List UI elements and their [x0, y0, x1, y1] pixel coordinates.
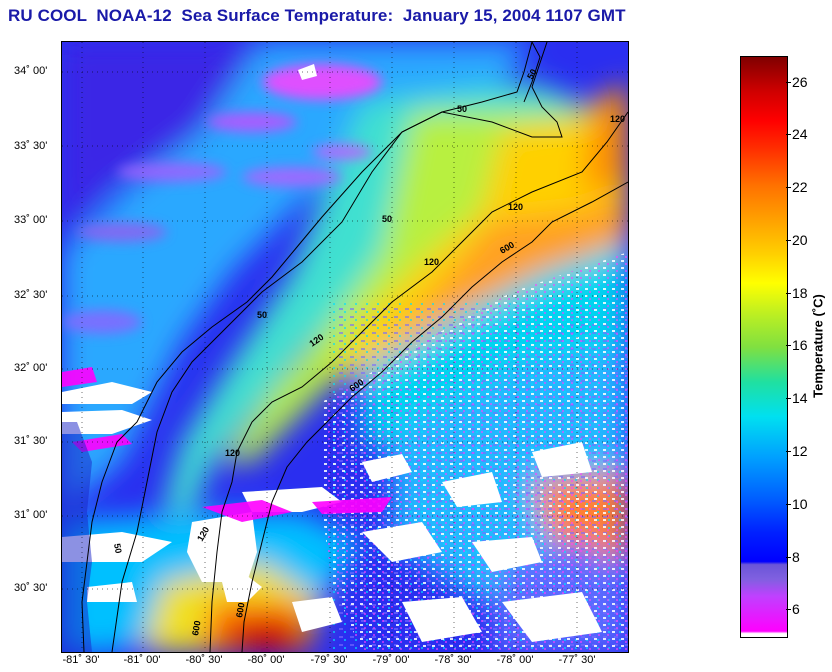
lat-tick-label: 32˚ 00' — [14, 362, 48, 374]
lat-tick-label: 32˚ 30' — [14, 289, 48, 301]
contour-label: 50 — [457, 104, 467, 114]
colorbar-tickmark — [786, 293, 791, 294]
colorbar-tickmark — [786, 240, 791, 241]
colorbar-tickmark — [786, 187, 791, 188]
lat-tick-label: 31˚ 30' — [14, 435, 48, 447]
isobath-contours — [111, 42, 628, 652]
lat-tick-label: 31˚ 00' — [14, 509, 48, 521]
lat-tick-label: 33˚ 30' — [14, 140, 48, 152]
isobath-50m — [111, 42, 563, 652]
lat-tick-label: 30˚ 30' — [14, 582, 48, 594]
colorbar-tick-label: 8 — [792, 549, 800, 565]
coastline — [81, 42, 533, 652]
contour-label: 120 — [508, 202, 523, 212]
contour-label: 120 — [610, 114, 625, 124]
colorbar-tickmark — [786, 345, 791, 346]
cloud-mask — [62, 64, 602, 642]
contour-label: 120 — [424, 257, 439, 267]
contour-label: 50 — [382, 214, 392, 224]
contour-label: 50 — [525, 67, 539, 81]
colorbar-tickmark — [786, 504, 791, 505]
lon-tick-label: -81˚ 30' — [62, 654, 100, 666]
colorbar-tick-label: 24 — [792, 126, 808, 142]
lon-tick-label: -80˚ 30' — [185, 654, 223, 666]
lon-tick-label: -79˚ 00' — [372, 654, 410, 666]
colorbar-tick-label: 20 — [792, 232, 808, 248]
lat-tick-label: 33˚ 00' — [14, 214, 48, 226]
lon-tick-label: -77˚ 30' — [558, 654, 596, 666]
colorbar-tick-label: 12 — [792, 443, 808, 459]
sst-map: 50 50 50 50 50 120 120 120 120 120 120 6… — [61, 41, 629, 653]
colorbar-tickmark — [786, 609, 791, 610]
lon-tick-label: -78˚ 30' — [434, 654, 472, 666]
colorbar-tick-label: 16 — [792, 337, 808, 353]
contour-label: 600 — [190, 620, 202, 637]
colorbar-tickmark — [786, 451, 791, 452]
contour-label: 50 — [257, 310, 267, 320]
colorbar-tick-label: 22 — [792, 179, 808, 195]
map-title: RU COOL NOAA-12 Sea Surface Temperature:… — [8, 6, 626, 25]
colorbar-tick-label: 18 — [792, 285, 808, 301]
colorbar-tickmark — [786, 134, 791, 135]
lon-tick-label: -81˚ 00' — [123, 654, 161, 666]
lon-tick-label: -79˚ 30' — [310, 654, 348, 666]
temperature-colorbar — [740, 56, 788, 638]
coastline-inlet — [523, 42, 541, 103]
isobath-600m — [241, 181, 628, 652]
colorbar-tickmark — [786, 82, 791, 83]
lon-tick-label: -80˚ 00' — [247, 654, 285, 666]
colorbar-tick-label: 10 — [792, 496, 808, 512]
colorbar-tick-label: 26 — [792, 74, 808, 90]
sst-map-canvas: 50 50 50 50 50 120 120 120 120 120 120 6… — [62, 42, 628, 652]
colorbar-tickmark — [786, 398, 791, 399]
coastal-waters — [62, 422, 92, 652]
contour-label: 120 — [225, 448, 240, 458]
graticule — [62, 42, 628, 652]
colorbar-axis-label: Temperature (˚C) — [810, 294, 826, 398]
contour-label: 600 — [234, 602, 246, 619]
contour-label: 50 — [112, 543, 124, 555]
colorbar-tick-label: 14 — [792, 390, 808, 406]
colorbar-tick-label: 6 — [792, 601, 800, 617]
isobath-120m — [209, 111, 628, 652]
colorbar-tickmark — [786, 557, 791, 558]
lat-tick-label: 34˚ 00' — [14, 65, 48, 77]
lon-tick-label: -78˚ 00' — [496, 654, 534, 666]
